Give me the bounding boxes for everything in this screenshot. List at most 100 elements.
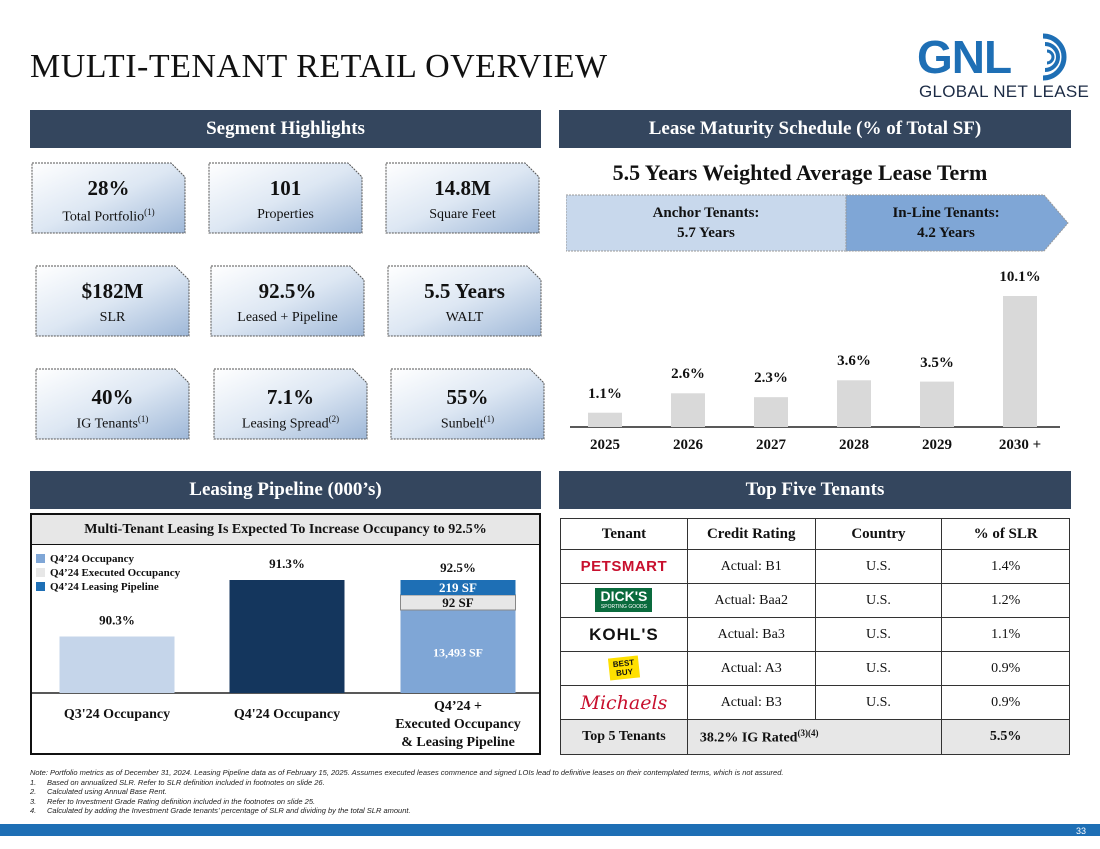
slr-cell: 1.2%	[941, 583, 1070, 618]
stat-label: Square Feet	[429, 207, 496, 222]
col-slr: % of SLR	[941, 518, 1070, 550]
maturity-tick-label: 2025	[590, 437, 620, 453]
stat-card-square-feet: 14.8M Square Feet	[385, 162, 540, 234]
executed-sf-label: 92 SF	[442, 595, 473, 610]
maturity-bar	[837, 380, 871, 427]
maturity-bar	[671, 393, 705, 427]
table-row: Michaels Actual: B3 U.S. 0.9%	[560, 685, 1070, 720]
pipeline-panel: Multi-Tenant Leasing Is Expected To Incr…	[30, 513, 541, 755]
stat-label: Leased + Pipeline	[237, 310, 338, 325]
occupancy-bar-segment	[400, 610, 516, 693]
total-slr: 5.5%	[941, 719, 1070, 755]
stat-value: 5.5 Years	[424, 279, 505, 303]
stat-label: Properties	[257, 207, 314, 222]
stat-label: SLR	[99, 310, 126, 325]
maturity-data-label: 3.5%	[920, 354, 954, 371]
table-row: DICK'S SPORTING GOODS Actual: Baa2 U.S. 1…	[560, 583, 1070, 618]
footnote-3: 3. Refer to Investment Grade Rating defin…	[30, 796, 316, 806]
maturity-tick-label: 2029	[922, 437, 952, 453]
credit-rating-cell: Actual: Baa2	[686, 583, 816, 618]
credit-rating-cell: Actual: A3	[686, 651, 816, 686]
maturity-data-label: 1.1%	[588, 385, 622, 402]
petsmart-logo: PETSMART	[560, 549, 688, 584]
maturity-data-label: 3.6%	[837, 353, 871, 370]
country-cell: U.S.	[814, 685, 943, 720]
leasing-pipeline-header: Leasing Pipeline (000’s)	[30, 471, 541, 509]
legend-swatch	[36, 568, 45, 577]
stat-value: 40%	[91, 385, 134, 409]
pipeline-subtitle: Multi-Tenant Leasing Is Expected To Incr…	[32, 515, 539, 545]
stat-value: $182M	[81, 279, 144, 303]
maturity-data-label: 2.3%	[754, 370, 788, 387]
page-title: MULTI-TENANT RETAIL OVERVIEW	[30, 48, 608, 85]
stat-value: 28%	[87, 176, 130, 200]
slr-cell: 1.1%	[941, 617, 1070, 652]
occupancy-bar	[59, 636, 175, 693]
total-ig-rated: 38.2% IG Rated(3)(4)	[686, 719, 943, 755]
gnl-logo: GNL GLOBAL NET LEASE	[915, 30, 1089, 105]
stat-value: 14.8M	[434, 176, 491, 200]
occupancy-bar	[229, 580, 345, 693]
credit-rating-cell: Actual: B1	[686, 549, 816, 584]
walt-title: 5.5 Years Weighted Average Lease Term	[612, 160, 988, 185]
country-cell: U.S.	[814, 583, 943, 618]
stat-label: Sunbelt(1)	[440, 414, 495, 432]
footnote-4: 4. Calculated by adding the Investment Gr…	[30, 806, 411, 815]
logo-name: GNL	[917, 31, 1012, 83]
footer-bar	[0, 824, 1100, 836]
kohls-logo: KOHL'S	[560, 617, 688, 652]
dicks-logo: DICK'S SPORTING GOODS	[560, 583, 688, 618]
legend-swatch	[36, 554, 45, 563]
maturity-bar	[920, 381, 954, 427]
stat-value: 92.5%	[258, 279, 317, 303]
tenant-term-arrow: Anchor Tenants: 5.7 Years In-Line Tenants…	[565, 193, 1071, 253]
country-cell: U.S.	[814, 549, 943, 584]
total-data-label: 92.5%	[440, 560, 476, 575]
maturity-bar	[754, 397, 788, 427]
top-tenants-header: Top Five Tenants	[559, 471, 1071, 509]
stat-card-leasing-spread: 7.1% Leasing Spread(2)	[213, 368, 368, 440]
stat-card-leased-pipeline: 92.5% Leased + Pipeline	[210, 265, 365, 337]
stat-value: 7.1%	[266, 385, 315, 409]
maturity-bar	[1003, 296, 1037, 427]
category-label: Q3'24 Occupancy	[64, 707, 170, 722]
credit-rating-cell: Actual: B3	[686, 685, 816, 720]
col-credit-rating: Credit Rating	[686, 518, 816, 550]
legend-item-executed: Q4’24 Executed Occupancy	[36, 566, 180, 580]
total-label: Top 5 Tenants	[560, 719, 688, 755]
footnote-2: 2. Calculated using Annual Base Rent.	[30, 787, 167, 796]
maturity-tick-label: 2026	[673, 437, 703, 453]
anchor-tenants: Anchor Tenants: 5.7 Years	[652, 205, 760, 241]
stat-card-properties: 101 Properties	[208, 162, 363, 234]
col-country: Country	[814, 518, 943, 550]
stat-card-walt: 5.5 Years WALT	[387, 265, 542, 337]
category-label: Q4'24 Occupancy	[234, 707, 340, 722]
pipeline-sf-label: 219 SF	[439, 580, 477, 595]
stat-card-slr: $182M SLR	[35, 265, 190, 337]
pipeline-bar-segment	[400, 580, 516, 595]
table-row: KOHL'S Actual: Ba3 U.S. 1.1%	[560, 617, 1070, 652]
legend-item-pipeline: Q4’24 Leasing Pipeline	[36, 580, 180, 594]
page-number: 33	[1075, 826, 1086, 836]
category-label: & Leasing Pipeline	[401, 735, 515, 750]
table-header-row: Tenant Credit Rating Country % of SLR	[560, 518, 1070, 550]
swirl-icon	[1042, 33, 1067, 81]
stat-value: 55%	[446, 385, 489, 409]
top-tenants-table: Tenant Credit Rating Country % of SLR PE…	[560, 518, 1070, 755]
category-label: Q4’24 +	[434, 699, 482, 714]
lease-maturity-chart	[570, 296, 1060, 428]
inline-tenants: In-Line Tenants: 4.2 Years	[892, 205, 1000, 241]
legend-item-occupancy: Q4’24 Occupancy	[36, 552, 180, 566]
maturity-data-label: 10.1%	[999, 269, 1041, 285]
country-cell: U.S.	[814, 617, 943, 652]
occupancy-data-label: 90.3%	[99, 613, 135, 628]
table-total-row: Top 5 Tenants 38.2% IG Rated(3)(4) 5.5%	[560, 719, 1070, 755]
segment-highlights-header: Segment Highlights	[30, 110, 541, 148]
category-label: Executed Occupancy	[395, 717, 521, 732]
slr-cell: 0.9%	[941, 685, 1070, 720]
maturity-tick-label: 2028	[839, 437, 869, 453]
occupancy-data-label: 91.3%	[269, 556, 305, 571]
maturity-tick-label: 2030 +	[998, 437, 1042, 453]
col-tenant: Tenant	[560, 518, 688, 550]
